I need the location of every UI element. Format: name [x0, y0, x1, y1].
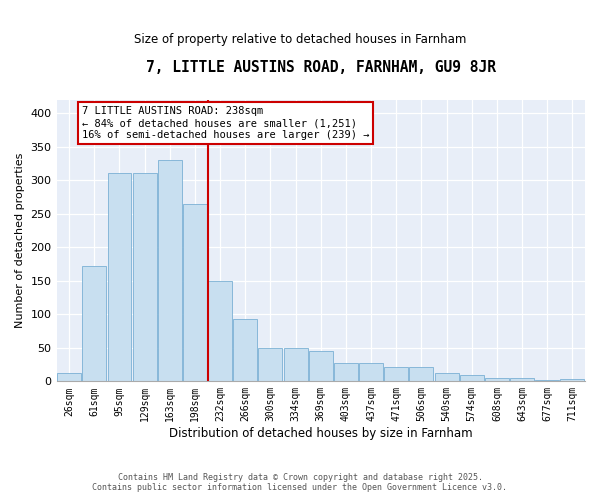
- Title: 7, LITTLE AUSTINS ROAD, FARNHAM, GU9 8JR: 7, LITTLE AUSTINS ROAD, FARNHAM, GU9 8JR: [146, 60, 496, 75]
- Bar: [133, 173, 157, 382]
- Y-axis label: Number of detached properties: Number of detached properties: [15, 153, 25, 328]
- Bar: [334, 362, 358, 382]
- Bar: [385, 368, 408, 382]
- Bar: [233, 319, 257, 382]
- Bar: [82, 266, 106, 382]
- Bar: [460, 374, 484, 382]
- Bar: [485, 378, 509, 382]
- Text: 7 LITTLE AUSTINS ROAD: 238sqm
← 84% of detached houses are smaller (1,251)
16% o: 7 LITTLE AUSTINS ROAD: 238sqm ← 84% of d…: [82, 106, 369, 140]
- Bar: [560, 380, 584, 382]
- Bar: [259, 348, 283, 382]
- X-axis label: Distribution of detached houses by size in Farnham: Distribution of detached houses by size …: [169, 427, 473, 440]
- Bar: [309, 351, 333, 382]
- Bar: [284, 348, 308, 382]
- Bar: [107, 173, 131, 382]
- Bar: [409, 368, 433, 382]
- Bar: [434, 374, 458, 382]
- Bar: [57, 374, 81, 382]
- Bar: [510, 378, 534, 382]
- Text: Contains HM Land Registry data © Crown copyright and database right 2025.
Contai: Contains HM Land Registry data © Crown c…: [92, 473, 508, 492]
- Text: Size of property relative to detached houses in Farnham: Size of property relative to detached ho…: [134, 32, 466, 46]
- Bar: [208, 281, 232, 382]
- Bar: [158, 160, 182, 382]
- Bar: [359, 362, 383, 382]
- Bar: [183, 204, 207, 382]
- Bar: [535, 380, 559, 382]
